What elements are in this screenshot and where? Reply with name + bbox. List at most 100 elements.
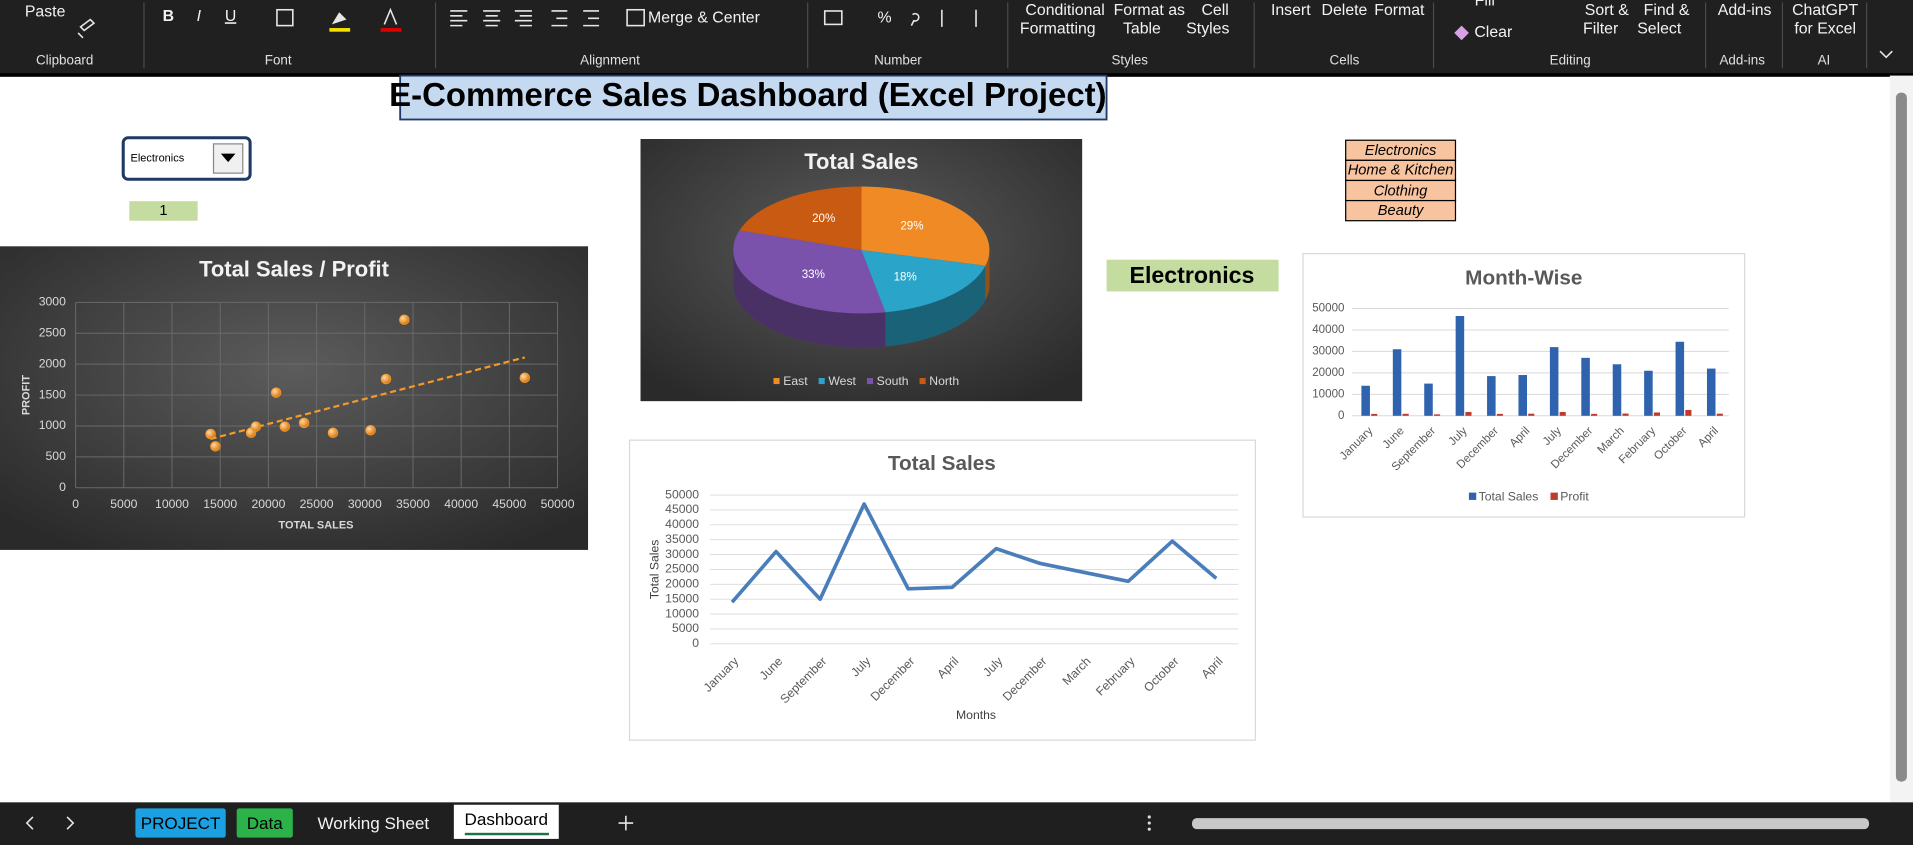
y-tick-label: 45000 [665,502,699,516]
category-item: Beauty [1378,203,1425,219]
horizontal-scroll-thumb[interactable] [1191,818,1870,830]
index-cell [129,201,198,221]
clear-button[interactable]: Clear [1474,24,1513,41]
x-tick-label: 0 [72,497,79,511]
sort-filter-button[interactable]: Filter [1583,20,1619,37]
point [519,372,531,384]
accounting-icon[interactable] [823,10,843,26]
more-options[interactable] [1147,815,1151,831]
y-axis-label: Total Sales [647,540,661,600]
y-tick-label: 30000 [1312,345,1344,357]
selected-cell [1106,259,1279,292]
fill-color-button[interactable] [331,12,347,25]
group-label: AI [1818,53,1831,68]
legend-swatch [773,377,780,385]
legend-label: Total Sales [1479,490,1539,504]
insert-button[interactable]: Insert [1271,2,1311,19]
cell-styles-button[interactable]: Cell [1201,2,1228,19]
point [270,387,282,398]
format-as-table-button[interactable]: Format as [1114,2,1185,19]
tab-label[interactable]: Data [247,814,284,833]
scroll-thumb[interactable] [1895,92,1907,782]
y-tick-label: 20000 [665,577,699,591]
x-tick-label: 20000 [251,497,285,511]
legend-swatch [1550,492,1558,500]
delete-button[interactable]: Delete [1322,2,1368,19]
index-value: 1 [159,203,167,219]
pie-side-shade [885,265,986,347]
find-select-button[interactable]: Select [1637,20,1682,37]
category-list [1345,139,1457,222]
legend-swatch [919,377,926,385]
x-tick-label: 5000 [110,497,137,511]
new-sheet[interactable] [618,815,634,831]
conditional-formatting-button[interactable]: Conditional [1025,2,1104,19]
decimal-icons[interactable] [941,9,977,27]
tab-nav[interactable] [25,816,75,830]
merge-icon[interactable] [626,8,645,27]
bar [1549,347,1559,416]
chatgpt-button[interactable]: for Excel [1794,20,1856,37]
point [210,441,221,452]
bar [1518,375,1528,416]
sort-filter-button[interactable]: Sort & [1585,2,1629,19]
font-color-button[interactable] [383,7,398,25]
format-button[interactable]: Format [1374,2,1425,19]
format-painter-icon[interactable] [77,18,96,39]
y-tick-label: 2500 [39,326,66,340]
bar [1392,349,1402,416]
merge-button[interactable]: Merge & Center [648,9,761,26]
category-item: Clothing [1374,183,1428,199]
borders-button[interactable] [276,8,294,27]
chatgpt-button[interactable]: ChatGPT [1792,2,1858,19]
x-tick-label: 15000 [203,497,237,511]
bar [1371,413,1378,416]
chart-background [628,439,1257,741]
percent-button[interactable]: % [877,9,891,26]
pie-slice [733,230,886,314]
fill-button[interactable]: Fill [1475,0,1495,9]
bar [1716,413,1723,416]
underline-button[interactable]: U [225,8,236,25]
addins-button[interactable]: Add-ins [1718,2,1772,19]
y-tick-label: 0 [692,636,699,650]
group-label: Cells [1330,53,1360,68]
bar [1653,412,1660,416]
tab-label[interactable]: PROJECT [141,814,221,833]
legend-label: North [929,374,959,388]
bold-button[interactable]: B [163,8,174,25]
y-tick-label: 30000 [665,547,699,561]
selected-category: Electronics [1130,262,1255,288]
y-tick-label: 1500 [39,387,66,401]
alignment-icons[interactable] [450,10,600,27]
point [365,425,376,436]
cell-styles-button[interactable]: Styles [1186,20,1229,37]
data-label: 20% [812,213,835,225]
group-label: Editing [1550,53,1591,68]
point [399,314,410,325]
bar [1402,413,1409,416]
tab-label[interactable]: Dashboard [465,810,549,829]
dropdown-value[interactable]: Electronics [131,152,185,164]
collapse-ribbon[interactable] [1879,50,1893,59]
legend-swatch [818,377,825,385]
pie-side-shade [985,249,990,300]
legend-label: Profit [1560,490,1589,504]
italic-button[interactable]: I [197,8,202,25]
x-tick-label: 45000 [492,497,526,511]
format-as-table-button[interactable]: Table [1123,20,1161,37]
category-item: Electronics [1365,143,1437,159]
y-tick-label: 25000 [665,562,699,576]
paste-button[interactable]: Paste [25,3,66,20]
conditional-formatting-button[interactable]: Formatting [1020,20,1096,37]
dropdown-arrow [220,153,236,163]
find-select-button[interactable]: Find & [1644,2,1690,19]
chart-title: Total Sales [888,452,996,475]
chart-title: Total Sales [804,149,918,174]
tab-label[interactable]: Working Sheet [318,814,430,833]
comma-icon[interactable] [910,12,920,26]
tab[interactable] [236,808,293,838]
tab[interactable] [135,808,226,838]
y-tick-label: 2000 [39,356,66,370]
